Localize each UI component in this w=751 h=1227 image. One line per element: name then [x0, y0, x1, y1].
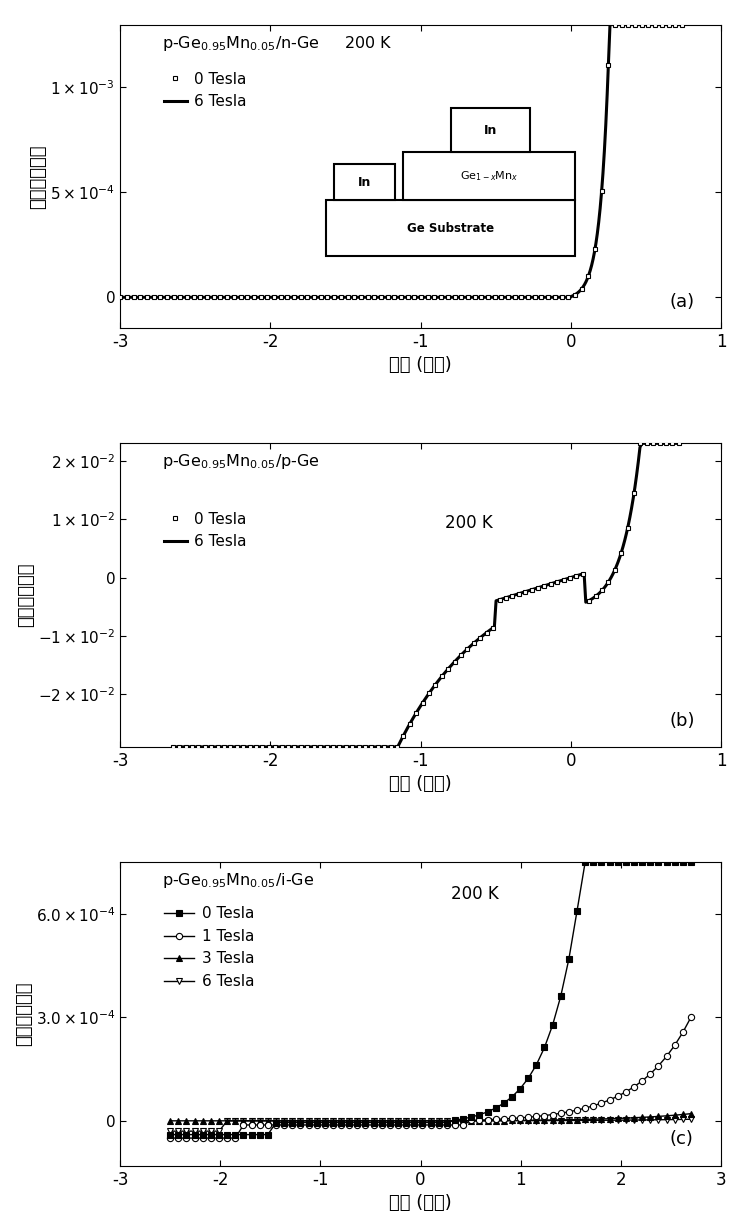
0 Tesla	[166, 1128, 175, 1142]
Text: (a): (a)	[670, 293, 695, 310]
6 Tesla	[166, 1124, 175, 1139]
Text: (b): (b)	[670, 712, 695, 730]
Legend: 0 Tesla, 6 Tesla: 0 Tesla, 6 Tesla	[164, 71, 247, 109]
Y-axis label: 电流（安培）: 电流（安培）	[17, 563, 35, 627]
1 Tesla	[670, 1038, 679, 1053]
X-axis label: 电压 (伏特): 电压 (伏特)	[389, 1194, 452, 1212]
Line: 1 Tesla: 1 Tesla	[167, 1015, 694, 1141]
Y-axis label: 电流（安培）: 电流（安培）	[29, 144, 47, 209]
3 Tesla	[166, 1113, 175, 1128]
0 Tesla	[309, 290, 318, 304]
6 Tesla	[299, 290, 308, 304]
6 Tesla	[478, 628, 487, 643]
Legend: 0 Tesla, 6 Tesla: 0 Tesla, 6 Tesla	[164, 512, 247, 550]
6 Tesla	[595, 585, 604, 600]
6 Tesla	[288, 1113, 297, 1128]
0 Tesla	[210, 290, 219, 304]
Text: (c): (c)	[670, 1130, 694, 1148]
Line: 0 Tesla: 0 Tesla	[118, 22, 684, 299]
0 Tesla	[674, 436, 683, 450]
6 Tesla	[470, 290, 479, 304]
6 Tesla	[674, 436, 683, 450]
6 Tesla	[686, 1112, 695, 1126]
Line: 6 Tesla: 6 Tesla	[167, 1117, 694, 1134]
Text: 200 K: 200 K	[451, 885, 499, 903]
6 Tesla	[679, 17, 688, 32]
0 Tesla	[288, 1115, 297, 1130]
X-axis label: 电压 (伏特): 电压 (伏特)	[389, 775, 452, 793]
0 Tesla	[514, 587, 523, 601]
Legend: 0 Tesla, 1 Tesla, 3 Tesla, 6 Tesla: 0 Tesla, 1 Tesla, 3 Tesla, 6 Tesla	[164, 907, 255, 989]
Text: p-Ge$_{0.95}$Mn$_{0.05}$/i-Ge: p-Ge$_{0.95}$Mn$_{0.05}$/i-Ge	[162, 871, 315, 891]
0 Tesla	[495, 593, 504, 607]
3 Tesla	[613, 1112, 622, 1126]
1 Tesla	[686, 1010, 695, 1025]
6 Tesla	[605, 17, 614, 32]
1 Tesla	[320, 1118, 329, 1133]
0 Tesla	[393, 740, 402, 755]
6 Tesla	[522, 290, 531, 304]
0 Tesla	[636, 436, 645, 450]
Line: 0 Tesla: 0 Tesla	[167, 859, 694, 1137]
6 Tesla	[434, 1113, 443, 1128]
6 Tesla	[469, 636, 478, 650]
0 Tesla	[670, 855, 679, 870]
0 Tesla	[677, 17, 686, 32]
Text: p-Ge$_{0.95}$Mn$_{0.05}$/n-Ge     200 K: p-Ge$_{0.95}$Mn$_{0.05}$/n-Ge 200 K	[162, 33, 393, 53]
6 Tesla	[183, 290, 192, 304]
0 Tesla	[290, 290, 299, 304]
0 Tesla	[476, 631, 485, 645]
0 Tesla	[320, 1115, 329, 1130]
1 Tesla	[166, 1131, 175, 1146]
3 Tesla	[686, 1107, 695, 1121]
1 Tesla	[288, 1118, 297, 1133]
Text: 200 K: 200 K	[445, 514, 493, 533]
6 Tesla	[670, 1112, 679, 1126]
0 Tesla	[617, 545, 626, 560]
0 Tesla	[168, 740, 177, 755]
Line: 0 Tesla: 0 Tesla	[170, 440, 681, 750]
3 Tesla	[385, 1113, 394, 1128]
0 Tesla	[611, 17, 620, 32]
6 Tesla	[339, 290, 348, 304]
0 Tesla	[434, 1115, 443, 1130]
3 Tesla	[434, 1113, 443, 1128]
0 Tesla	[650, 17, 659, 32]
0 Tesla	[116, 290, 125, 304]
6 Tesla	[627, 501, 636, 515]
6 Tesla	[637, 436, 646, 450]
X-axis label: 电压 (伏特): 电压 (伏特)	[389, 356, 452, 374]
6 Tesla	[613, 1113, 622, 1128]
0 Tesla	[283, 290, 292, 304]
1 Tesla	[613, 1088, 622, 1103]
3 Tesla	[288, 1113, 297, 1128]
Text: p-Ge$_{0.95}$Mn$_{0.05}$/p-Ge: p-Ge$_{0.95}$Mn$_{0.05}$/p-Ge	[162, 453, 320, 471]
1 Tesla	[434, 1118, 443, 1133]
6 Tesla	[525, 290, 534, 304]
6 Tesla	[168, 740, 177, 755]
6 Tesla	[468, 637, 477, 652]
Line: 6 Tesla: 6 Tesla	[173, 443, 679, 747]
0 Tesla	[581, 855, 590, 870]
Line: 6 Tesla: 6 Tesla	[120, 25, 683, 297]
0 Tesla	[385, 1115, 394, 1130]
0 Tesla	[621, 855, 630, 870]
3 Tesla	[670, 1108, 679, 1123]
6 Tesla	[170, 740, 179, 755]
Y-axis label: 电流（安培）: 电流（安培）	[15, 982, 33, 1047]
0 Tesla	[469, 636, 478, 650]
6 Tesla	[320, 1113, 329, 1128]
Line: 3 Tesla: 3 Tesla	[167, 1110, 694, 1124]
6 Tesla	[385, 1113, 394, 1128]
1 Tesla	[385, 1118, 394, 1133]
3 Tesla	[320, 1113, 329, 1128]
0 Tesla	[686, 855, 695, 870]
6 Tesla	[116, 290, 125, 304]
0 Tesla	[397, 290, 406, 304]
